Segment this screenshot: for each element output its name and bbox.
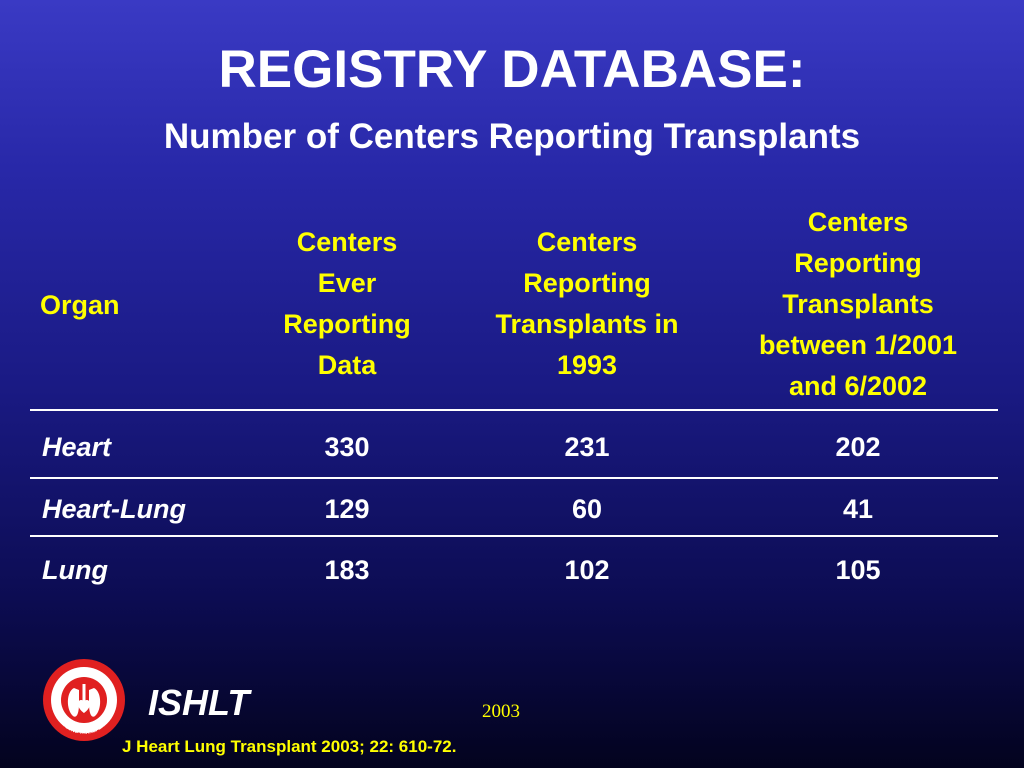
value-cell: 105 bbox=[835, 555, 881, 585]
value-cell: 231 bbox=[564, 432, 610, 462]
table-divider bbox=[30, 409, 998, 411]
header-line: Data bbox=[317, 350, 377, 380]
slide-subtitle: Number of Centers Reporting Transplants bbox=[163, 117, 861, 156]
table-divider bbox=[30, 535, 998, 537]
value-cell: 330 bbox=[324, 432, 370, 462]
header-line: Transplants in bbox=[495, 309, 679, 339]
header-line: Transplants bbox=[782, 289, 934, 319]
citation: J Heart Lung Transplant 2003; 22: 610-72… bbox=[122, 737, 457, 756]
organ-cell: Heart bbox=[42, 432, 112, 462]
header-centers-reporting-1993: Centers Reporting Transplants in 1993 bbox=[462, 222, 712, 386]
header-line: Ever bbox=[317, 268, 377, 298]
value-cell: 183 bbox=[324, 555, 370, 585]
organ-cell: Lung bbox=[42, 555, 108, 585]
organ-cell: Heart-Lung bbox=[42, 494, 186, 524]
header-line: Centers bbox=[807, 207, 909, 237]
organization-name: ISHLT bbox=[148, 682, 250, 723]
header-line: Centers bbox=[296, 227, 398, 257]
header-line: Centers bbox=[536, 227, 638, 257]
value-cell: 60 bbox=[571, 494, 603, 524]
header-line: Reporting bbox=[283, 309, 411, 339]
year-label: 2003 bbox=[482, 701, 520, 722]
value-cell: 102 bbox=[564, 555, 610, 585]
value-cell: 41 bbox=[842, 494, 874, 524]
header-line: Reporting bbox=[523, 268, 651, 298]
header-line: and 6/2002 bbox=[788, 371, 928, 401]
slide-title: REGISTRY DATABASE: bbox=[218, 40, 806, 99]
table-divider bbox=[30, 477, 998, 479]
header-centers-reporting-2001-2002: Centers Reporting Transplants between 1/… bbox=[722, 202, 994, 407]
value-cell: 202 bbox=[835, 432, 881, 462]
header-centers-ever-reporting: Centers Ever Reporting Data bbox=[252, 222, 442, 386]
header-line: Reporting bbox=[794, 248, 922, 278]
header-line: between 1/2001 bbox=[758, 330, 958, 360]
ishlt-logo-icon: INTERNATIONAL SOCIETY FOR HEART & LUNG T… bbox=[43, 659, 125, 741]
header-line: 1993 bbox=[556, 350, 618, 380]
header-organ: Organ bbox=[40, 290, 120, 320]
value-cell: 129 bbox=[324, 494, 370, 524]
